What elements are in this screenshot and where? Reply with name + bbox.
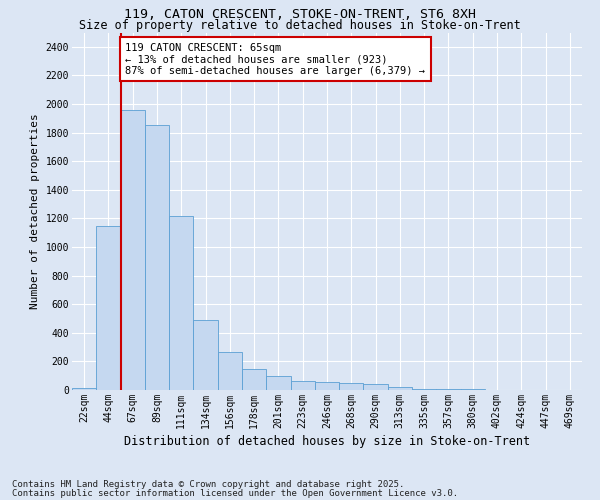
Bar [193,320,218,390]
Bar [290,380,315,390]
Bar [388,387,412,390]
Bar [364,384,388,390]
Bar [315,382,339,390]
Bar [169,216,193,390]
X-axis label: Distribution of detached houses by size in Stoke-on-Trent: Distribution of detached houses by size … [124,435,530,448]
Bar [145,126,169,390]
Text: Size of property relative to detached houses in Stoke-on-Trent: Size of property relative to detached ho… [79,19,521,32]
Y-axis label: Number of detached properties: Number of detached properties [30,114,40,309]
Bar [121,110,145,390]
Bar [412,388,436,390]
Text: 119 CATON CRESCENT: 65sqm
← 13% of detached houses are smaller (923)
87% of semi: 119 CATON CRESCENT: 65sqm ← 13% of detac… [125,42,425,76]
Text: 119, CATON CRESCENT, STOKE-ON-TRENT, ST6 8XH: 119, CATON CRESCENT, STOKE-ON-TRENT, ST6… [124,8,476,20]
Text: Contains public sector information licensed under the Open Government Licence v3: Contains public sector information licen… [12,488,458,498]
Bar [242,368,266,390]
Bar [266,376,290,390]
Bar [72,388,96,390]
Bar [339,383,364,390]
Bar [96,226,121,390]
Bar [218,352,242,390]
Text: Contains HM Land Registry data © Crown copyright and database right 2025.: Contains HM Land Registry data © Crown c… [12,480,404,489]
